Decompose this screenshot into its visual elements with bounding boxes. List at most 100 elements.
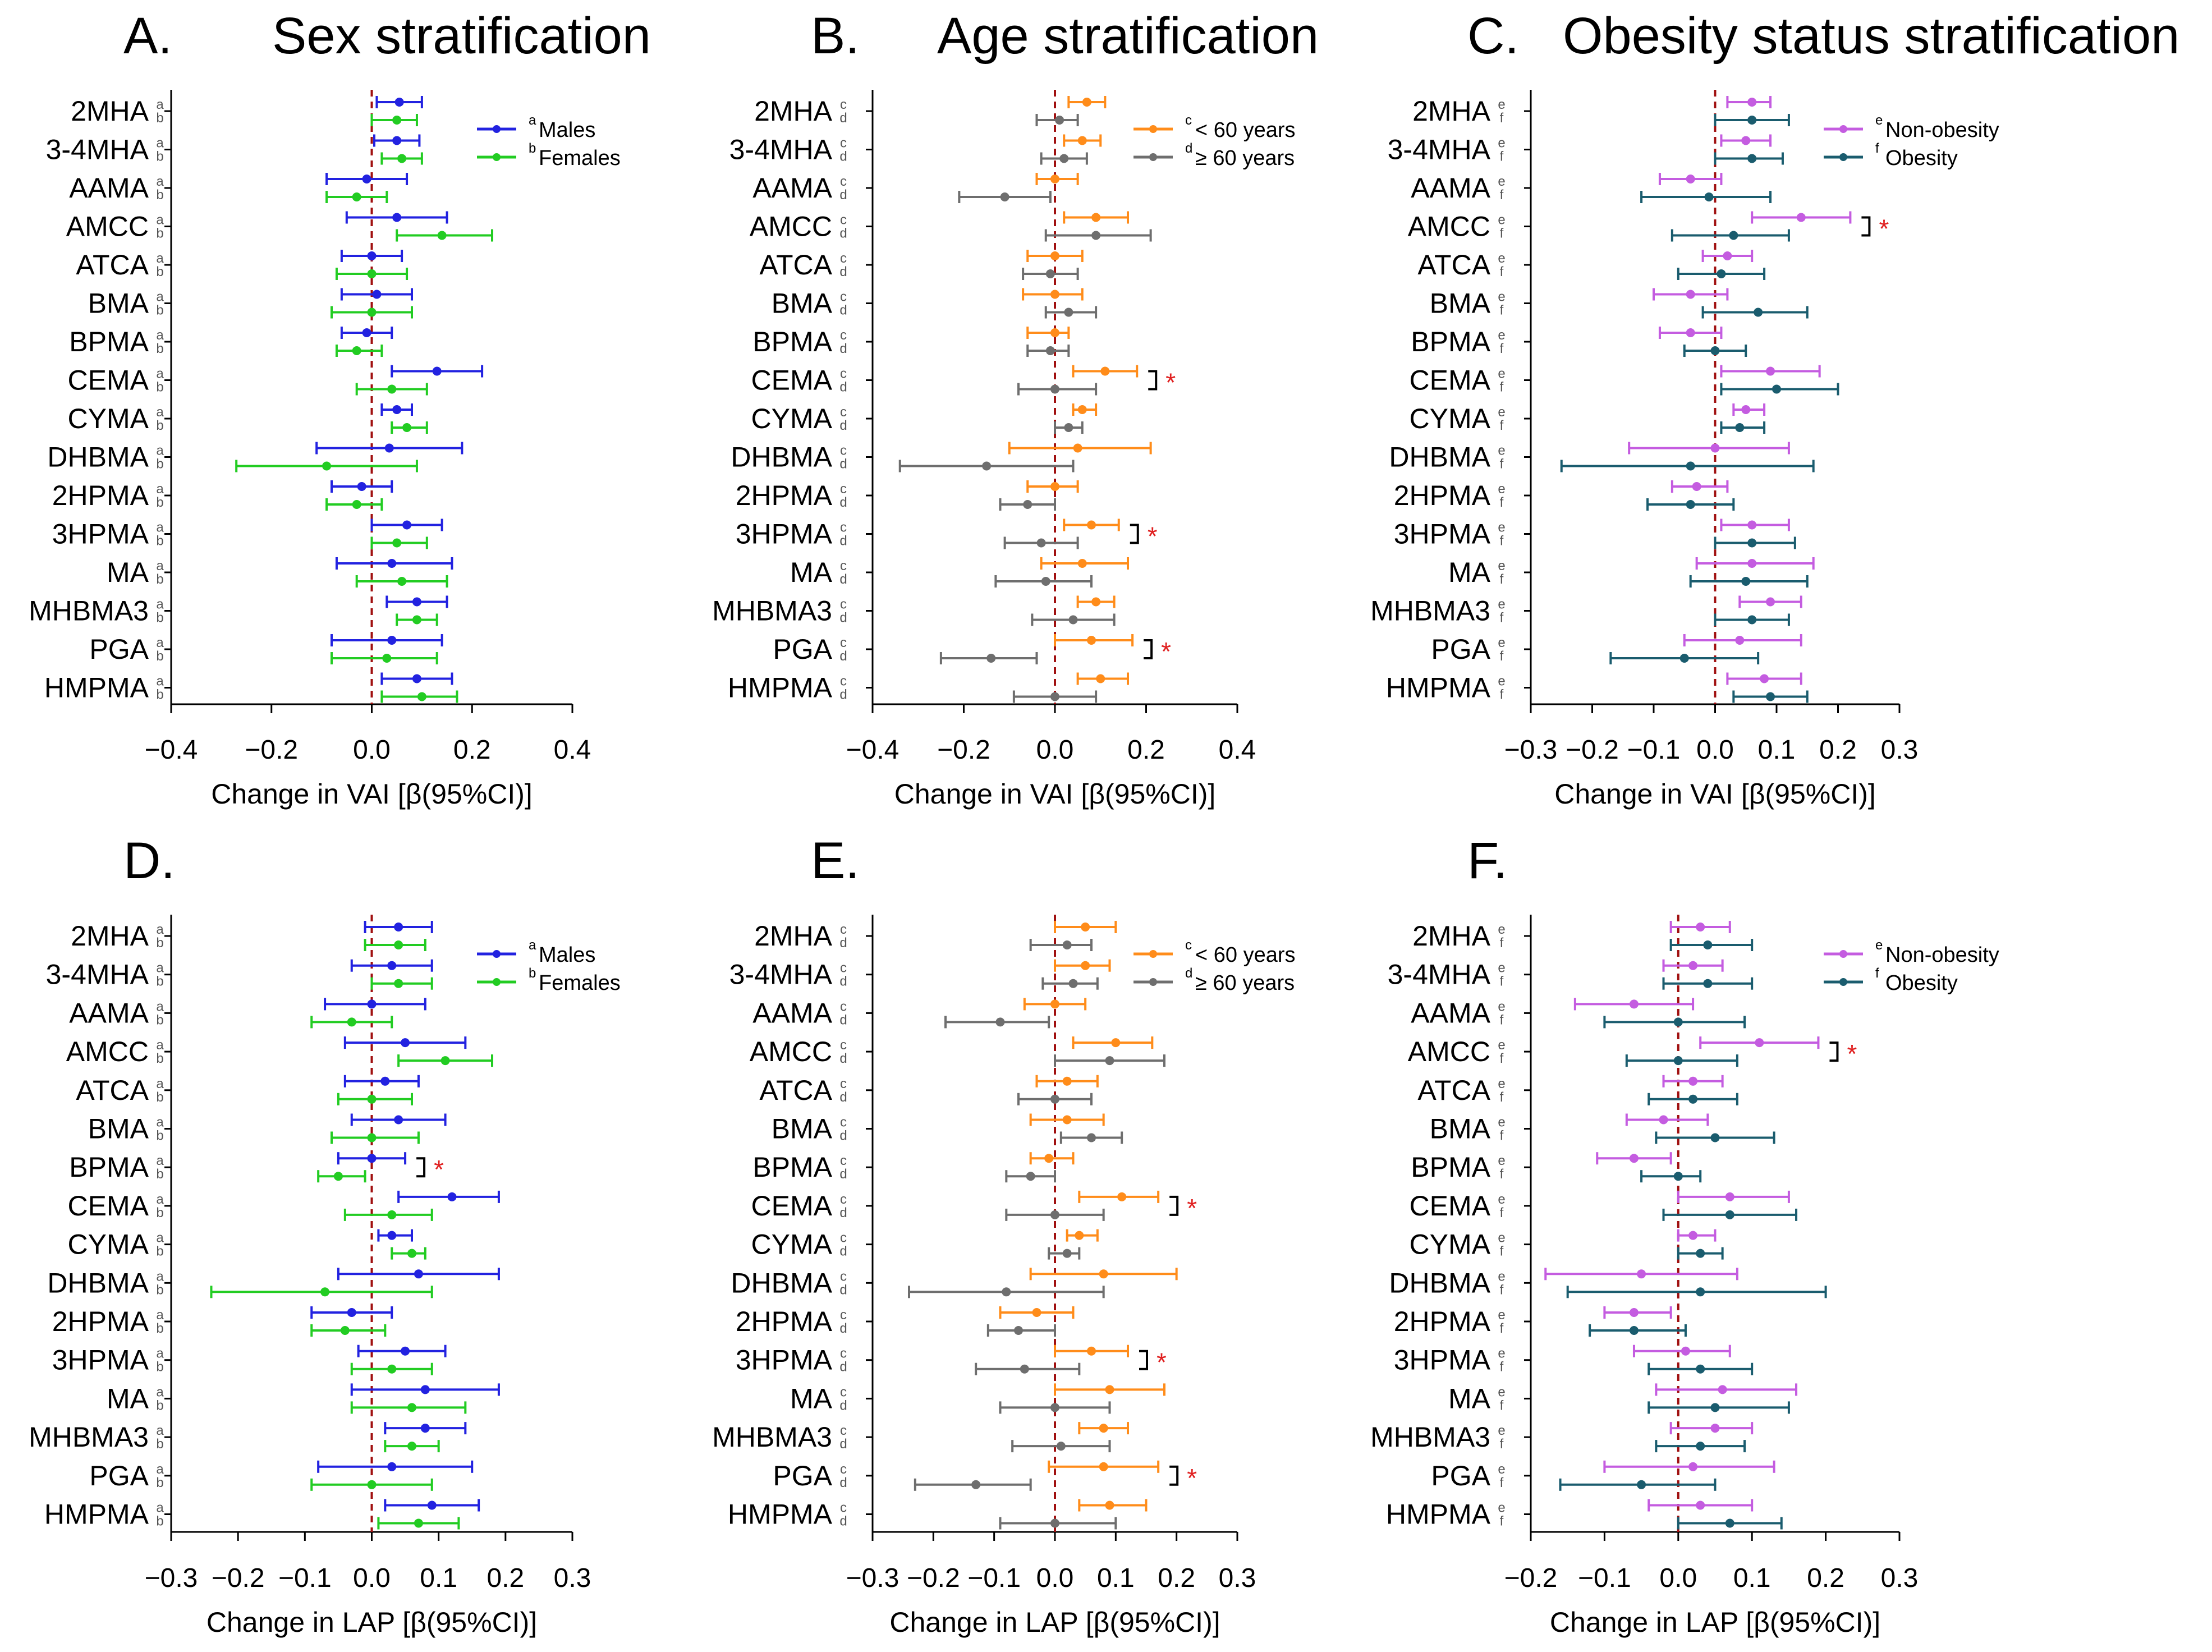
legend-swatch-point	[1149, 978, 1157, 986]
panel-letter: B.	[811, 7, 860, 65]
series-1-marker-letter: e	[1498, 405, 1505, 420]
point-estimate	[397, 577, 407, 586]
category-label: AMCC	[66, 1036, 149, 1067]
significance-star: *	[1879, 214, 1889, 244]
x-axis-label: Change in VAI [β(95%CI)]	[211, 778, 533, 810]
point-estimate	[995, 1017, 1005, 1027]
panel-a: A. Sex stratification −0.4 −0.2 0.0 0.2 0.4 Cha…	[29, 7, 651, 810]
series-1-marker-letter: c	[840, 136, 847, 151]
series-1-marker-letter: a	[156, 405, 164, 420]
point-estimate	[1062, 940, 1072, 949]
series-1-marker-letter: e	[1498, 290, 1505, 305]
point-estimate	[347, 1308, 356, 1317]
point-estimate	[1741, 136, 1751, 145]
point-estimate	[1023, 500, 1032, 509]
series-2-marker-letter: f	[1500, 1205, 1504, 1220]
series-1-marker-letter: a	[156, 1076, 164, 1091]
series-2-marker-letter: d	[839, 380, 847, 395]
series-2-marker-letter: f	[1500, 649, 1504, 664]
panel-title: Age stratification	[937, 7, 1319, 65]
series-2-marker-letter: f	[1500, 534, 1504, 549]
series-1-marker-letter: c	[840, 174, 847, 189]
series-1-marker-letter: c	[840, 1384, 847, 1399]
series-2-marker-letter: b	[156, 1090, 163, 1105]
category-label: MHBMA3	[712, 1421, 832, 1453]
point-estimate	[392, 538, 402, 548]
series-2-marker-letter: b	[156, 935, 163, 951]
legend-label: ≥ 60 years	[1195, 971, 1295, 995]
series-1-marker-letter: c	[840, 558, 847, 573]
point-estimate	[392, 405, 402, 414]
series-1-marker-letter: a	[156, 1269, 164, 1284]
x-tick-label: 0.4	[1219, 735, 1256, 765]
series-2-marker-letter: d	[839, 187, 847, 203]
point-estimate	[1050, 175, 1059, 183]
point-estimate	[1686, 290, 1695, 299]
x-tick-label: −0.3	[1504, 735, 1558, 765]
series-2-marker-letter: b	[156, 1475, 163, 1490]
series-2-marker-letter: f	[1500, 187, 1504, 203]
category-label: AAMA	[752, 997, 832, 1029]
series-1-marker-letter: a	[156, 1423, 164, 1438]
series-1-marker-letter: e	[1498, 1076, 1505, 1091]
legend-superscript: b	[529, 141, 536, 156]
series-1-marker-letter: a	[156, 1231, 164, 1246]
panel-letter: C.	[1467, 7, 1519, 65]
category-label: 3HPMA	[1394, 1344, 1491, 1376]
x-tick-label: 0.2	[1158, 1563, 1195, 1593]
category-label: PGA	[1431, 634, 1490, 665]
point-estimate	[372, 290, 382, 299]
category-label: AAMA	[752, 172, 832, 204]
series-2-marker-letter: d	[839, 1360, 847, 1375]
point-estimate	[1747, 154, 1757, 163]
x-tick-label: 0.0	[353, 735, 391, 765]
x-tick-label: −0.2	[245, 735, 298, 765]
point-estimate	[1087, 636, 1096, 645]
series-2-marker-letter: d	[839, 341, 847, 356]
series-2-marker-letter: d	[839, 303, 847, 318]
series-2-marker-letter: d	[839, 1205, 847, 1220]
category-label: 2HPMA	[736, 1306, 833, 1337]
category-label: MHBMA3	[29, 595, 149, 627]
x-tick-label: 0.1	[420, 1563, 457, 1593]
point-estimate	[1686, 500, 1695, 509]
series-1-marker-letter: a	[156, 597, 164, 612]
point-estimate	[1696, 923, 1705, 931]
series-2-marker-letter: f	[1500, 418, 1504, 433]
significance-bracket	[1169, 1195, 1179, 1216]
point-estimate	[1020, 1364, 1029, 1374]
point-estimate	[1050, 384, 1059, 394]
category-label: CEMA	[1410, 1190, 1491, 1222]
series-2-marker-letter: b	[156, 457, 163, 472]
category-label: CYMA	[1410, 403, 1491, 434]
series-1-marker-letter: a	[156, 1346, 164, 1361]
series-1-marker-letter: c	[840, 1115, 847, 1130]
point-estimate	[1688, 1076, 1698, 1086]
point-estimate	[420, 1385, 430, 1394]
point-estimate	[392, 116, 402, 125]
series-1-marker-letter: a	[156, 674, 164, 689]
series-2-marker-letter: b	[156, 1321, 163, 1336]
x-tick-label: 0.3	[1881, 1563, 1919, 1593]
series-2-marker-letter: f	[1500, 1167, 1504, 1182]
point-estimate	[1723, 251, 1732, 260]
point-estimate	[1629, 1326, 1639, 1335]
series-2-marker-letter: f	[1500, 935, 1504, 951]
point-estimate	[1760, 674, 1769, 683]
series-2-marker-letter: d	[839, 457, 847, 472]
category-label: MA	[790, 1383, 833, 1414]
series-1-marker-letter: a	[156, 481, 164, 497]
point-estimate	[1696, 1442, 1705, 1451]
series-1-marker-letter: c	[840, 597, 847, 612]
x-tick-label: 0.3	[1881, 735, 1919, 765]
category-label: DHBMA	[1389, 442, 1490, 473]
panel-letter: E.	[811, 832, 860, 889]
series-1-marker-letter: e	[1498, 97, 1505, 112]
point-estimate	[1045, 346, 1055, 355]
category-label: AAMA	[1411, 172, 1490, 204]
point-estimate	[1673, 1172, 1683, 1181]
x-tick-label: 0.2	[1807, 1563, 1844, 1593]
category-label: 2HPMA	[52, 480, 149, 511]
category-label: MA	[790, 557, 833, 588]
